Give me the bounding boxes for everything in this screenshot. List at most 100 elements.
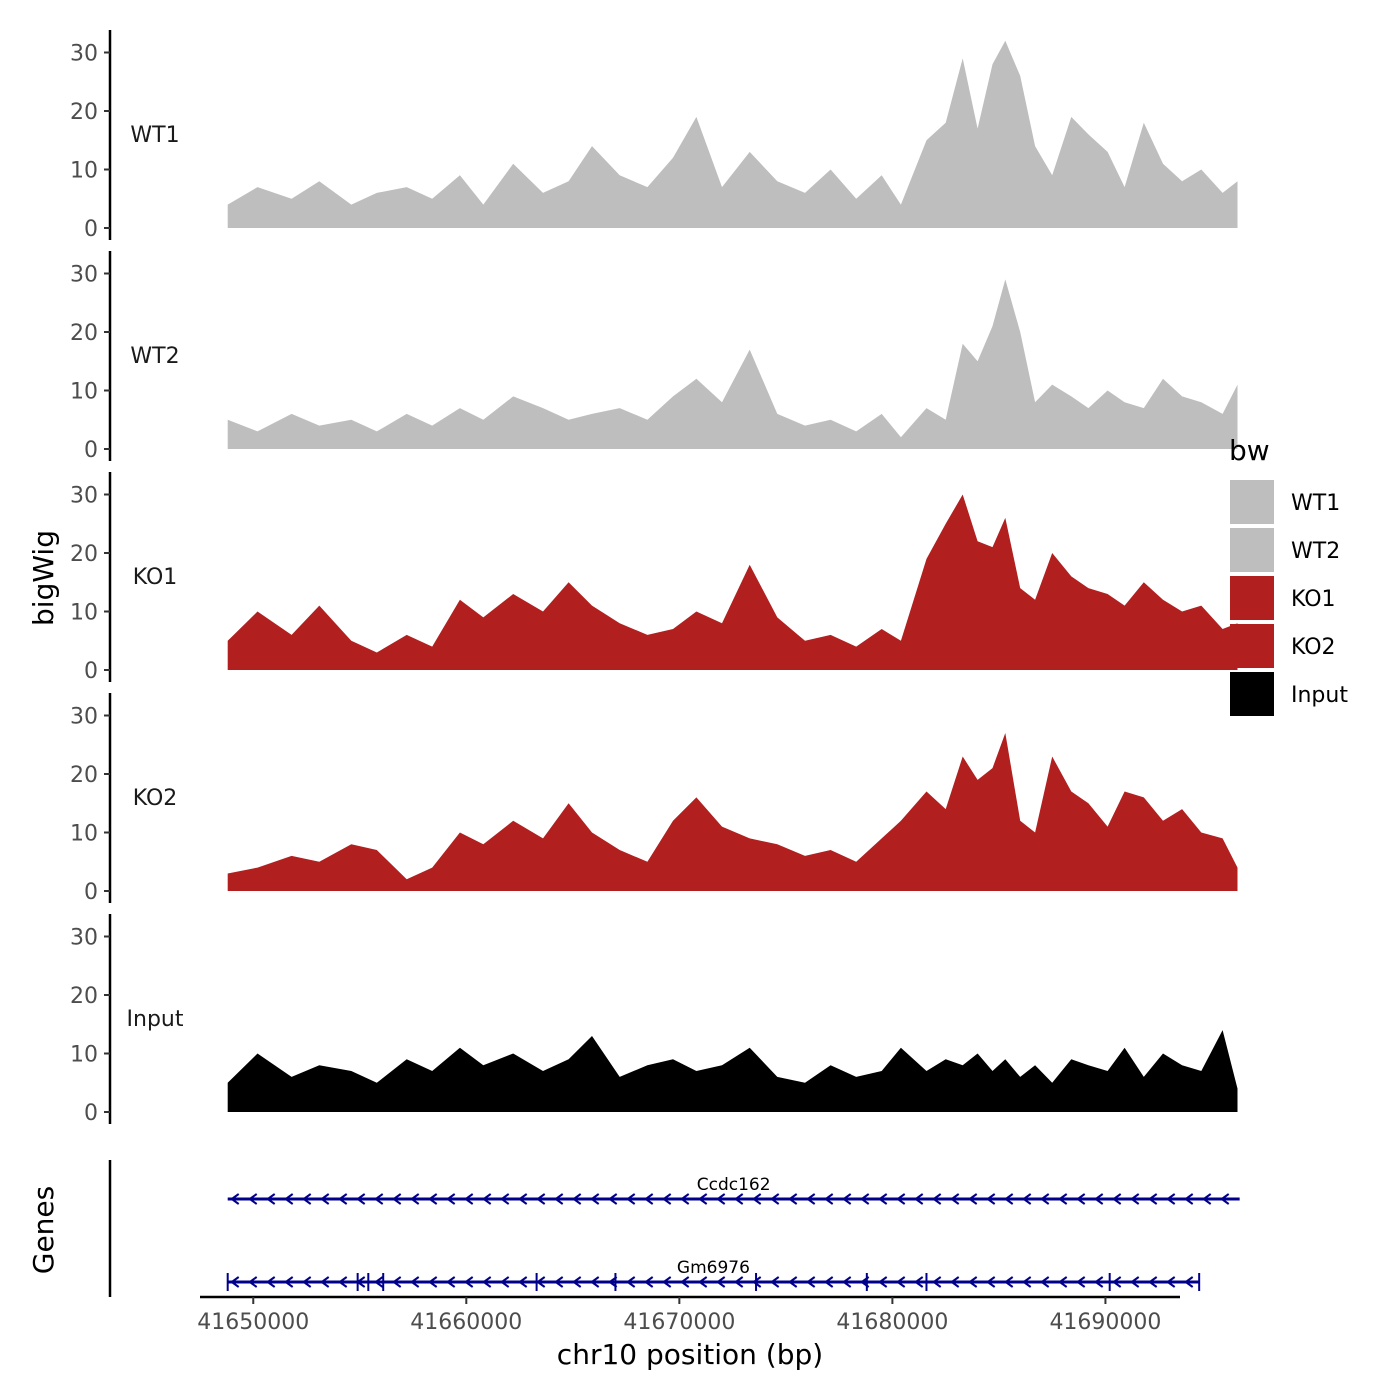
y-tick-label: 20 bbox=[70, 984, 98, 1009]
strand-arrow bbox=[643, 1276, 654, 1288]
strand-arrow bbox=[517, 1193, 528, 1205]
gene-label: Ccdc162 bbox=[697, 1175, 771, 1195]
legend-title: bw bbox=[1229, 434, 1270, 467]
track-label: WT2 bbox=[130, 344, 179, 369]
strand-arrow bbox=[337, 1193, 348, 1205]
strand-arrow bbox=[1057, 1193, 1068, 1205]
strand-arrow bbox=[535, 1193, 546, 1205]
track-area-wt1 bbox=[227, 40, 1238, 228]
x-axis-title: chr10 position (bp) bbox=[557, 1338, 823, 1371]
y-tick-label: 0 bbox=[84, 880, 98, 905]
strand-arrow bbox=[571, 1276, 582, 1288]
strand-arrow bbox=[445, 1276, 456, 1288]
strand-arrow bbox=[787, 1276, 798, 1288]
strand-arrow bbox=[301, 1276, 312, 1288]
strand-arrow bbox=[265, 1276, 276, 1288]
strand-arrow bbox=[1039, 1276, 1050, 1288]
track-label: Input bbox=[127, 1007, 184, 1032]
strand-arrow bbox=[1039, 1193, 1050, 1205]
y-tick-label: 0 bbox=[84, 1101, 98, 1126]
strand-arrow bbox=[301, 1193, 312, 1205]
y-tick-label: 20 bbox=[70, 100, 98, 125]
strand-arrow bbox=[499, 1193, 510, 1205]
strand-arrow bbox=[355, 1193, 366, 1205]
strand-arrow bbox=[877, 1193, 888, 1205]
y-tick-label: 0 bbox=[84, 438, 98, 463]
strand-arrow bbox=[967, 1193, 978, 1205]
strand-arrow bbox=[931, 1276, 942, 1288]
y-tick-label: 10 bbox=[70, 601, 98, 626]
strand-arrow bbox=[697, 1276, 708, 1288]
strand-arrow bbox=[823, 1276, 834, 1288]
strand-arrow bbox=[391, 1193, 402, 1205]
y-tick-label: 30 bbox=[70, 926, 98, 951]
strand-arrow bbox=[1093, 1193, 1104, 1205]
strand-arrow bbox=[715, 1193, 726, 1205]
y-axis-title: bigWig bbox=[27, 530, 60, 626]
strand-arrow bbox=[409, 1276, 420, 1288]
strand-arrow bbox=[787, 1193, 798, 1205]
strand-arrow bbox=[445, 1193, 456, 1205]
strand-arrow bbox=[247, 1193, 258, 1205]
legend-key-ko2 bbox=[1230, 624, 1274, 668]
strand-arrow bbox=[697, 1193, 708, 1205]
strand-arrow bbox=[1075, 1276, 1086, 1288]
track-label: KO2 bbox=[133, 786, 178, 811]
x-axis: 41650000 41660000 41670000 41680000 41690000 bbox=[197, 1295, 1180, 1335]
strand-arrow bbox=[337, 1276, 348, 1288]
strand-arrow bbox=[1075, 1193, 1086, 1205]
strand-arrow bbox=[1165, 1193, 1176, 1205]
y-tick-label: 20 bbox=[70, 763, 98, 788]
gene-panel: Ccdc162 Gm6976 bbox=[108, 1160, 1240, 1297]
strand-arrow bbox=[859, 1193, 870, 1205]
strand-arrow bbox=[1003, 1193, 1014, 1205]
strand-arrow bbox=[319, 1193, 330, 1205]
track-wt2: 0 10 20 30 WT2 bbox=[70, 251, 1238, 463]
y-tick-label: 20 bbox=[70, 542, 98, 567]
strand-arrow bbox=[751, 1276, 762, 1288]
strand-arrow bbox=[985, 1193, 996, 1205]
strand-arrow bbox=[427, 1276, 438, 1288]
strand-arrow bbox=[607, 1276, 618, 1288]
strand-arrow bbox=[769, 1193, 780, 1205]
strand-arrow bbox=[1021, 1276, 1032, 1288]
gene-ccdc162: Ccdc162 bbox=[227, 1175, 1240, 1205]
strand-arrow bbox=[967, 1276, 978, 1288]
strand-arrow bbox=[283, 1193, 294, 1205]
gene-gm6976: Gm6976 bbox=[226, 1258, 1201, 1291]
strand-arrow bbox=[913, 1193, 924, 1205]
legend-label-wt1: WT1 bbox=[1291, 491, 1340, 516]
strand-arrow bbox=[877, 1276, 888, 1288]
strand-arrow bbox=[1111, 1276, 1122, 1288]
x-tick-label: 41650000 bbox=[197, 1310, 309, 1335]
strand-arrow bbox=[625, 1276, 636, 1288]
strand-arrow bbox=[1183, 1276, 1194, 1288]
strand-arrow bbox=[427, 1193, 438, 1205]
strand-arrow bbox=[679, 1276, 690, 1288]
strand-arrow bbox=[751, 1193, 762, 1205]
strand-arrow bbox=[805, 1193, 816, 1205]
strand-arrow bbox=[535, 1276, 546, 1288]
legend-key-wt2 bbox=[1230, 528, 1274, 572]
strand-arrow bbox=[265, 1193, 276, 1205]
track-area-input bbox=[227, 1030, 1238, 1112]
strand-arrow bbox=[409, 1193, 420, 1205]
track-label: KO1 bbox=[133, 565, 178, 590]
strand-arrow bbox=[949, 1276, 960, 1288]
strand-arrow bbox=[229, 1193, 240, 1205]
strand-arrow bbox=[1147, 1276, 1158, 1288]
strand-arrow bbox=[985, 1276, 996, 1288]
strand-arrow bbox=[733, 1193, 744, 1205]
y-tick-label: 20 bbox=[70, 321, 98, 346]
strand-arrow bbox=[553, 1193, 564, 1205]
y-tick-label: 30 bbox=[70, 263, 98, 288]
strand-arrow bbox=[1003, 1276, 1014, 1288]
strand-arrow bbox=[625, 1193, 636, 1205]
y-tick-label: 10 bbox=[70, 380, 98, 405]
strand-arrow bbox=[1129, 1276, 1140, 1288]
y-tick-label: 0 bbox=[84, 217, 98, 242]
x-tick-label: 41670000 bbox=[623, 1310, 735, 1335]
strand-arrow bbox=[841, 1276, 852, 1288]
y-tick-label: 30 bbox=[70, 42, 98, 67]
